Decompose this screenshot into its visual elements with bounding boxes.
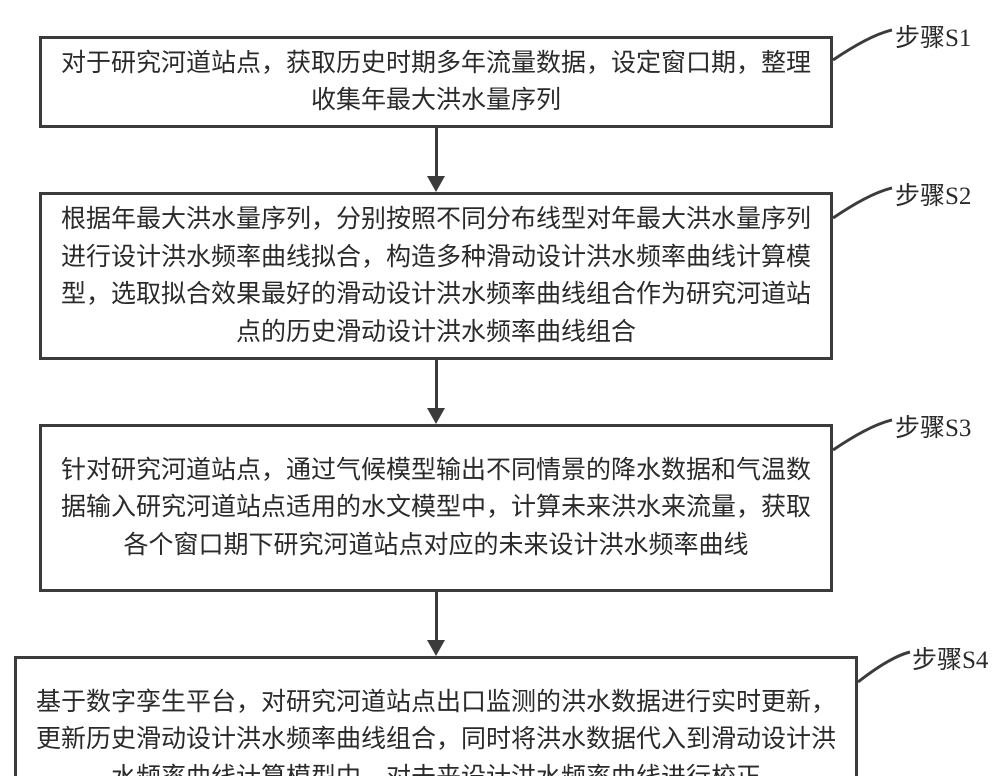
step-label-s4: 步骤S4 (912, 640, 988, 676)
step-text-s2: 根据年最大洪水量序列，分别按照不同分布线型对年最大洪水量序列进行设计洪水频率曲线… (56, 201, 816, 351)
leader-curve-s2 (829, 184, 896, 222)
arrow-head-0 (427, 176, 445, 192)
step-text-s1: 对于研究河道站点，获取历史时期多年流量数据，设定窗口期，整理收集年最大洪水量序列 (56, 45, 816, 120)
leader-curve-s1 (829, 26, 896, 64)
step-box-s2: 根据年最大洪水量序列，分别按照不同分布线型对年最大洪水量序列进行设计洪水频率曲线… (39, 192, 833, 360)
arrow-head-2 (427, 640, 445, 656)
step-label-s1: 步骤S1 (895, 18, 971, 54)
step-label-s3: 步骤S3 (895, 408, 971, 444)
leader-curve-s3 (829, 416, 896, 454)
step-text-s4: 基于数字孪生平台，对研究河道站点出口监测的洪水数据进行实时更新，更新历史滑动设计… (31, 684, 841, 776)
arrow-line-2 (435, 592, 438, 640)
leader-curve-s4 (854, 648, 914, 686)
step-box-s1: 对于研究河道站点，获取历史时期多年流量数据，设定窗口期，整理收集年最大洪水量序列 (39, 36, 833, 128)
step-label-s2: 步骤S2 (895, 176, 971, 212)
step-box-s4: 基于数字孪生平台，对研究河道站点出口监测的洪水数据进行实时更新，更新历史滑动设计… (14, 656, 858, 776)
arrow-head-1 (427, 408, 445, 424)
flowchart-canvas: 对于研究河道站点，获取历史时期多年流量数据，设定窗口期，整理收集年最大洪水量序列… (0, 0, 1000, 776)
step-box-s3: 针对研究河道站点，通过气候模型输出不同情景的降水数据和气温数据输入研究河道站点适… (39, 424, 833, 592)
arrow-line-0 (435, 128, 438, 176)
step-text-s3: 针对研究河道站点，通过气候模型输出不同情景的降水数据和气温数据输入研究河道站点适… (56, 452, 816, 565)
arrow-line-1 (435, 360, 438, 408)
